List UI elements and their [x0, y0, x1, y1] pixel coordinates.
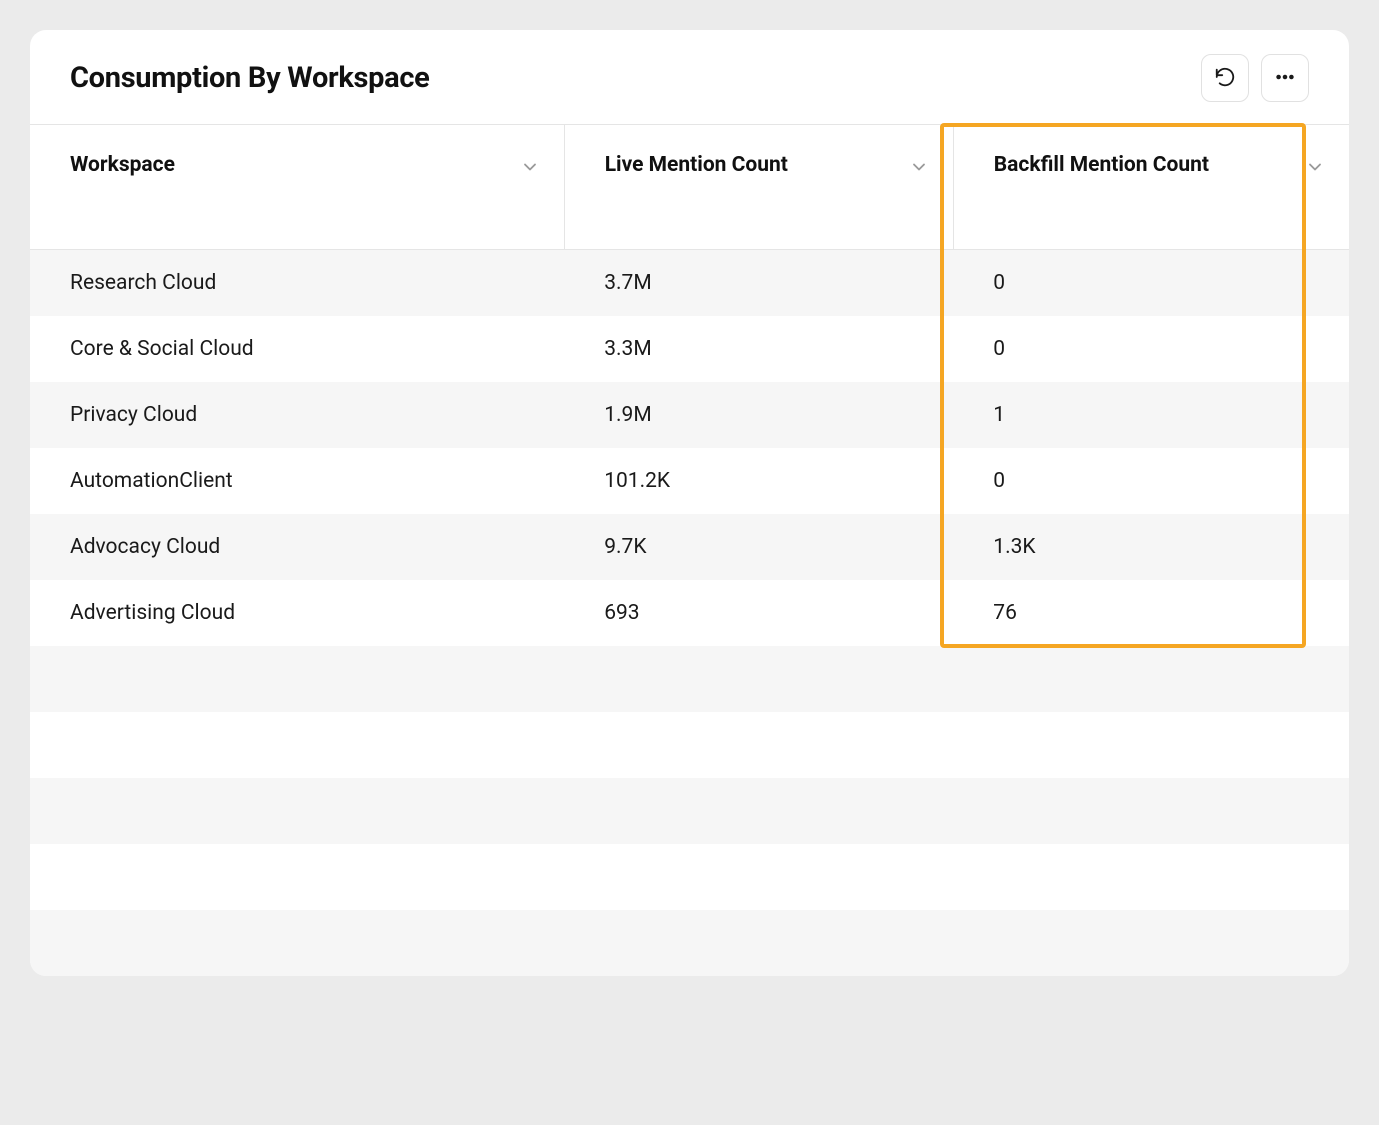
cell-empty	[30, 646, 564, 712]
cell-empty	[564, 712, 953, 778]
cell-empty	[953, 910, 1349, 976]
consumption-card: Consumption By Workspace	[30, 30, 1349, 976]
table-row: Advocacy Cloud9.7K1.3K	[30, 514, 1349, 580]
table-header-row: Workspace Live Mention Count Backfill Ment…	[30, 125, 1349, 250]
cell-backfill_mention: 0	[953, 316, 1349, 382]
cell-empty	[564, 646, 953, 712]
table-row: Advertising Cloud69376	[30, 580, 1349, 646]
cell-empty	[564, 844, 953, 910]
chevron-down-icon	[520, 157, 540, 177]
column-header-label: Workspace	[70, 153, 175, 177]
cell-live_mention: 1.9M	[564, 382, 953, 448]
cell-backfill_mention: 0	[953, 448, 1349, 514]
cell-empty	[30, 778, 564, 844]
cell-workspace: Core & Social Cloud	[30, 316, 564, 382]
table-wrap: Workspace Live Mention Count Backfill Ment…	[30, 124, 1349, 976]
table-row: Privacy Cloud1.9M1	[30, 382, 1349, 448]
cell-live_mention: 3.3M	[564, 316, 953, 382]
consumption-table: Workspace Live Mention Count Backfill Ment…	[30, 124, 1349, 976]
cell-backfill_mention: 1	[953, 382, 1349, 448]
table-row: AutomationClient101.2K0	[30, 448, 1349, 514]
cell-empty	[953, 778, 1349, 844]
column-header-label: Live Mention Count	[605, 153, 788, 177]
table-row: Core & Social Cloud3.3M0	[30, 316, 1349, 382]
cell-empty	[953, 844, 1349, 910]
cell-workspace: Privacy Cloud	[30, 382, 564, 448]
cell-workspace: Research Cloud	[30, 250, 564, 316]
cell-live_mention: 3.7M	[564, 250, 953, 316]
cell-backfill_mention: 0	[953, 250, 1349, 316]
more-button[interactable]	[1261, 54, 1309, 102]
card-actions	[1201, 54, 1309, 102]
cell-live_mention: 9.7K	[564, 514, 953, 580]
cell-empty	[564, 910, 953, 976]
table-row-empty	[30, 646, 1349, 712]
column-header-live_mention[interactable]: Live Mention Count	[564, 125, 953, 250]
cell-workspace: Advertising Cloud	[30, 580, 564, 646]
column-header-label: Backfill Mention Count	[994, 153, 1209, 177]
cell-empty	[30, 844, 564, 910]
cell-empty	[564, 778, 953, 844]
cell-empty	[953, 646, 1349, 712]
cell-workspace: AutomationClient	[30, 448, 564, 514]
column-header-backfill_mention[interactable]: Backfill Mention Count	[953, 125, 1349, 250]
cell-workspace: Advocacy Cloud	[30, 514, 564, 580]
cell-live_mention: 693	[564, 580, 953, 646]
chevron-down-icon	[909, 157, 929, 177]
column-header-workspace[interactable]: Workspace	[30, 125, 564, 250]
table-row-empty	[30, 844, 1349, 910]
chevron-down-icon	[1305, 157, 1325, 177]
more-icon	[1274, 66, 1296, 91]
table-row-empty	[30, 712, 1349, 778]
card-title: Consumption By Workspace	[70, 61, 430, 95]
table-row: Research Cloud3.7M0	[30, 250, 1349, 316]
cell-empty	[953, 712, 1349, 778]
cell-backfill_mention: 76	[953, 580, 1349, 646]
table-row-empty	[30, 910, 1349, 976]
cell-live_mention: 101.2K	[564, 448, 953, 514]
card-header: Consumption By Workspace	[30, 30, 1349, 124]
cell-backfill_mention: 1.3K	[953, 514, 1349, 580]
cell-empty	[30, 712, 564, 778]
cell-empty	[30, 910, 564, 976]
refresh-button[interactable]	[1201, 54, 1249, 102]
table-row-empty	[30, 778, 1349, 844]
refresh-icon	[1214, 66, 1236, 91]
